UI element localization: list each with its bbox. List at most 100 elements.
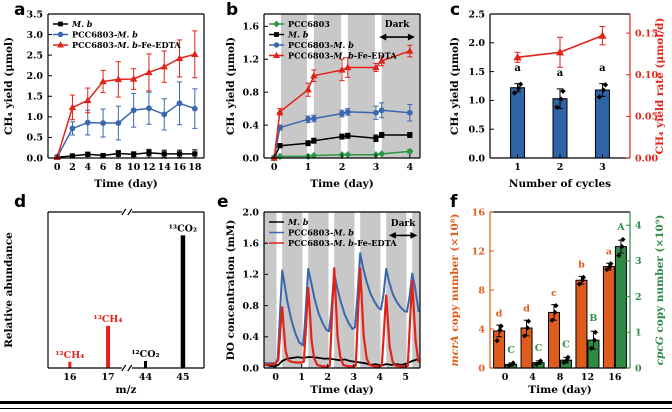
svg-text:C: C [507, 345, 515, 356]
svg-text:b: b [578, 260, 585, 271]
svg-text:B: B [589, 313, 597, 324]
svg-text:16: 16 [472, 207, 486, 218]
svg-text:4: 4 [84, 162, 91, 173]
svg-text:5: 5 [402, 372, 409, 383]
svg-text:0.00: 0.00 [635, 153, 659, 164]
svg-text:2: 2 [69, 162, 76, 173]
svg-text:3.5: 3.5 [26, 9, 43, 20]
svg-text:CH₄ yield rate (μmol/d): CH₄ yield rate (μmol/d) [654, 18, 666, 155]
svg-text:0.15: 0.15 [635, 28, 658, 39]
svg-text:C: C [562, 339, 570, 350]
panel-letter-c: c [450, 0, 461, 20]
svg-text:2: 2 [324, 372, 331, 383]
svg-text:1: 1 [514, 162, 521, 173]
svg-text:PCC6803-M. b-Fe-EDTA: PCC6803-M. b-Fe-EDTA [288, 50, 397, 60]
svg-text:Time (day): Time (day) [310, 384, 373, 396]
svg-text:2.0: 2.0 [26, 71, 43, 82]
svg-text:4: 4 [529, 372, 536, 383]
svg-text:17: 17 [101, 372, 114, 383]
svg-text:3: 3 [635, 256, 642, 267]
svg-text:10: 10 [127, 162, 141, 173]
figure-bottom-rule [0, 401, 672, 409]
svg-text:0: 0 [502, 372, 509, 383]
svg-text:0.0: 0.0 [242, 153, 259, 164]
svg-text:8: 8 [115, 162, 122, 173]
svg-text:0.8: 0.8 [242, 87, 259, 98]
svg-text:0: 0 [635, 363, 642, 374]
svg-text:1.0: 1.0 [468, 96, 485, 107]
svg-text:3: 3 [599, 162, 606, 173]
svg-text:0: 0 [478, 363, 485, 374]
svg-text:4: 4 [407, 162, 414, 173]
svg-text:0.5: 0.5 [26, 133, 43, 144]
svg-text:a: a [606, 246, 612, 257]
svg-text:0.8: 0.8 [242, 301, 259, 312]
svg-text:0: 0 [271, 162, 278, 173]
svg-text:CH₄ yield (μmol): CH₄ yield (μmol) [449, 37, 461, 135]
svg-text:cpcG copy number (×10⁹): cpcG copy number (×10⁹) [654, 215, 666, 366]
svg-text:1.6: 1.6 [242, 22, 259, 33]
svg-text:2: 2 [339, 162, 346, 173]
svg-text:8: 8 [478, 285, 485, 296]
svg-text:2: 2 [635, 292, 642, 303]
svg-text:1.5: 1.5 [468, 67, 485, 78]
svg-text:16: 16 [63, 372, 77, 383]
panel-d-mass-spectrum-chart: ¹²CH₄ 16 ¹³CH₄ 17 ¹²CO₂ 44 ¹³CO₂ 45 m/z Relative … [3, 208, 205, 396]
panel-letter-f: f [450, 192, 458, 212]
svg-text:16: 16 [173, 162, 187, 173]
svg-text:CH₄ yield (μmol): CH₄ yield (μmol) [3, 37, 15, 135]
svg-text:Time (day): Time (day) [310, 178, 373, 190]
panel-c-yield-per-cycle-chart: a a a 1 2 3 0.0 0.5 1.0 1.5 2.0 2.5 0.00 0.05 0.10 0.15… [449, 9, 666, 190]
svg-text:PCC6803-M. b: PCC6803-M. b [72, 29, 138, 39]
svg-text:¹³CO₂: ¹³CO₂ [169, 223, 197, 234]
svg-text:2.0: 2.0 [468, 38, 485, 49]
svg-text:3.0: 3.0 [26, 30, 43, 41]
svg-text:1.2: 1.2 [242, 55, 259, 66]
svg-text:CH₄ yield (μmol): CH₄ yield (μmol) [225, 37, 237, 135]
svg-text:M. b: M. b [287, 217, 309, 227]
panel-a-ch4-yield-time-chart: 0 2 4 6 8 10 12 14 16 18 0.0 0.5 1.0 1.5 2.0 2.5 3.0 3.5 T… [3, 9, 205, 190]
svg-text:M. b: M. b [71, 19, 93, 29]
svg-text:1.2: 1.2 [242, 270, 259, 281]
svg-text:0.4: 0.4 [242, 120, 259, 131]
svg-text:0: 0 [54, 162, 61, 173]
svg-text:Dark: Dark [391, 219, 416, 229]
svg-text:1.0: 1.0 [26, 112, 43, 123]
svg-text:0.0: 0.0 [468, 153, 485, 164]
svg-text:a: a [557, 68, 564, 79]
svg-text:1: 1 [305, 162, 312, 173]
svg-text:1: 1 [635, 328, 642, 339]
svg-text:0.10: 0.10 [635, 70, 659, 81]
svg-text:6: 6 [100, 162, 107, 173]
svg-text:44: 44 [139, 372, 153, 383]
svg-text:c: c [551, 288, 557, 299]
svg-text:Time (day): Time (day) [94, 178, 157, 190]
panel-b-ch4-yield-lightdark-chart: 0 1 2 3 4 0.0 0.4 0.8 1.2 1.6 Time (day) CH₄ yield … [225, 13, 421, 190]
svg-text:2.0: 2.0 [242, 207, 259, 218]
svg-text:DO concentration (mM): DO concentration (mM) [225, 220, 237, 361]
svg-text:45: 45 [176, 372, 189, 383]
svg-text:14: 14 [158, 162, 172, 173]
svg-text:0.0: 0.0 [26, 153, 43, 164]
svg-text:¹²CH₄: ¹²CH₄ [55, 350, 84, 361]
svg-text:12: 12 [142, 162, 155, 173]
svg-text:4: 4 [635, 221, 642, 232]
svg-text:¹³CH₄: ¹³CH₄ [94, 314, 123, 325]
svg-text:8: 8 [557, 372, 564, 383]
svg-text:Relative abundance: Relative abundance [3, 232, 15, 348]
svg-text:a: a [599, 63, 606, 74]
svg-text:0: 0 [272, 372, 279, 383]
svg-text:2.5: 2.5 [26, 50, 43, 61]
svg-text:18: 18 [188, 162, 202, 173]
panel-letter-e: e [217, 192, 229, 212]
svg-text:a: a [514, 63, 521, 74]
svg-text:16: 16 [608, 372, 622, 383]
svg-text:PCC6803-M. b-Fe-EDTA: PCC6803-M. b-Fe-EDTA [288, 238, 397, 248]
svg-text:m/z: m/z [116, 384, 137, 396]
panel-letter-d: d [14, 192, 27, 212]
svg-text:2: 2 [557, 162, 564, 173]
svg-text:1: 1 [298, 372, 305, 383]
svg-text:12: 12 [581, 372, 594, 383]
